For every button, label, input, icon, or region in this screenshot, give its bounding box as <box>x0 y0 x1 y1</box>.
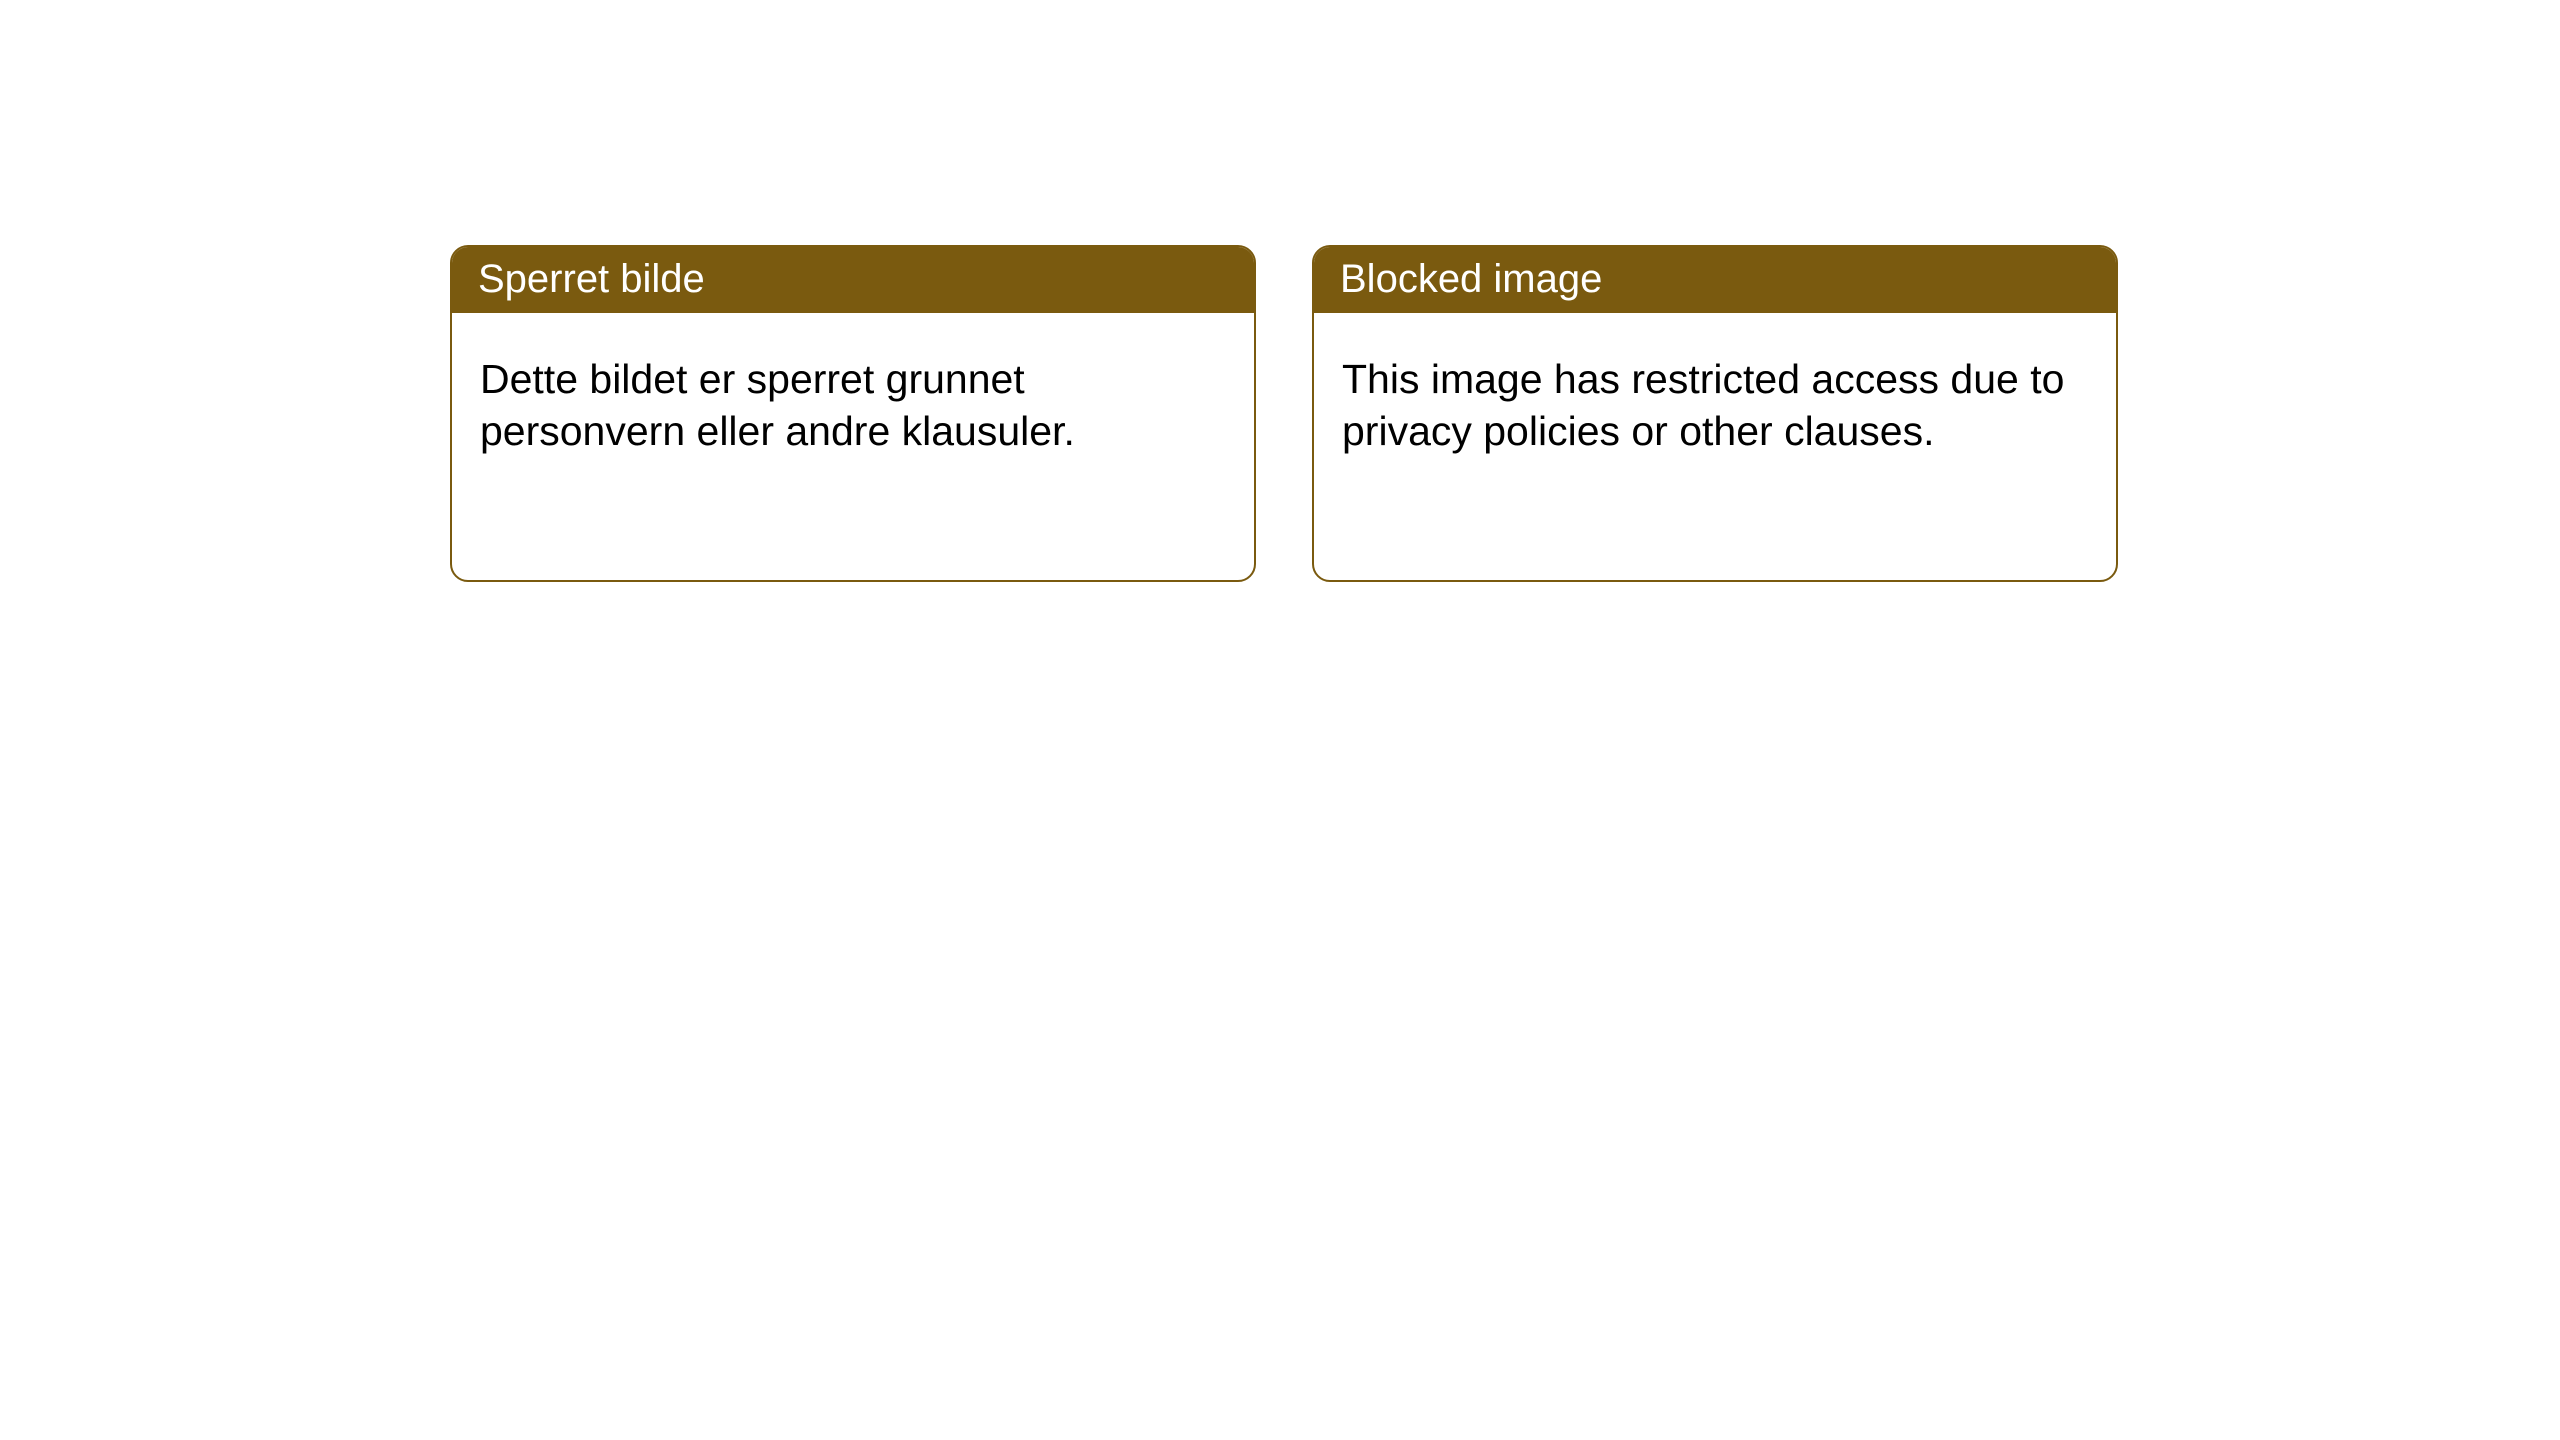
notice-card-norwegian: Sperret bilde Dette bildet er sperret gr… <box>450 245 1256 582</box>
notice-body: Dette bildet er sperret grunnet personve… <box>452 313 1254 498</box>
notice-header: Sperret bilde <box>452 247 1254 313</box>
notice-header: Blocked image <box>1314 247 2116 313</box>
notice-card-english: Blocked image This image has restricted … <box>1312 245 2118 582</box>
notice-body: This image has restricted access due to … <box>1314 313 2116 498</box>
notice-container: Sperret bilde Dette bildet er sperret gr… <box>0 0 2560 582</box>
